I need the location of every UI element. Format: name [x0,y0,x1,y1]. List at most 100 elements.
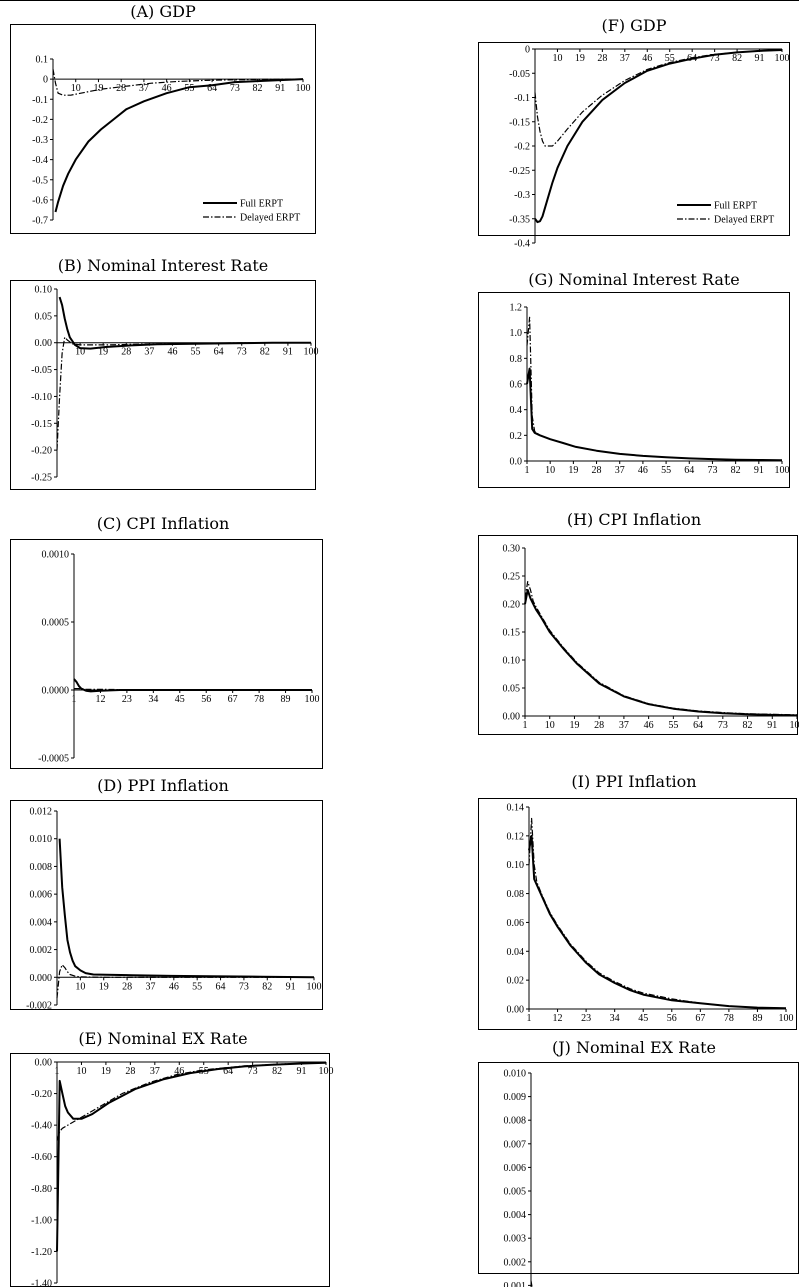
x-tick-label-i: 89 [752,1013,762,1024]
y-tick-label-f: -0.2 [514,142,530,153]
y-tick-label-j: 0.010 [504,1069,527,1080]
x-tick-label-d: 82 [262,981,272,992]
chart-svg-b: 0.10 0.05 0.00 -0.05 -0.10 -0.15 -0.20 -0.25 10 1… [31,285,318,484]
x-tick-label-h: 73 [718,720,728,731]
y-tick-label-g: 0.4 [510,405,523,416]
x-tick-label-e: 19 [101,1066,111,1077]
y-tick-label-h: 0.10 [503,656,521,667]
series-line-j-delayed-erpt [530,1280,533,1287]
y-tick-label-g: 1.2 [510,303,523,314]
x-tick-label-d: 46 [169,981,179,992]
x-tick-label-e: 10 [76,1066,86,1077]
x-tick-label-e: 100 [319,1066,334,1077]
x-tick-label-c: 78 [254,694,264,705]
chart-panel-j: 0.010 0.009 0.008 0.007 0.006 0.005 0.004 0.003… [478,1062,799,1287]
x-tick-label-a: 91 [275,83,285,94]
x-tick-label-i: 78 [724,1013,734,1024]
x-tick-label-c: 67 [228,694,238,705]
series-line-a-full-erpt [54,78,304,213]
x-tick-label-g: 1 [525,465,530,476]
x-tick-label-f: 82 [732,53,742,64]
legend-label-a: Full ERPT [240,199,283,210]
x-tick-label-g: 82 [731,465,741,476]
series-line-b-delayed-erpt [56,336,311,451]
y-tick-label-a: -0.1 [32,95,48,106]
y-tick-label-d: 0.008 [30,862,53,873]
y-tick-label-e: 0.00 [35,1058,53,1069]
chart-panel-h: 0.30 0.25 0.20 0.15 0.10 0.05 0.00 1 10 19 28 37 46 5… [478,535,799,735]
chart-panel-g: 1.2 1.0 0.8 0.6 0.4 0.2 0.0 1 10 19 28 37 46 55 64 73 82… [478,292,790,488]
x-tick-label-i: 1 [527,1013,532,1024]
y-tick-label-a: -0.2 [32,115,48,126]
y-tick-label-d: 0.006 [30,890,53,901]
series-line-d-full-erpt [58,838,315,979]
x-tick-label-g: 10 [545,465,555,476]
y-tick-label-e: -1.20 [31,1247,52,1258]
series-line-f-full-erpt [534,49,783,224]
y-tick-label-e: -0.40 [31,1121,52,1132]
x-tick-label-d: 37 [145,981,155,992]
x-tick-label-c: 89 [281,694,291,705]
panel-title-f: (F) GDP [601,16,667,35]
series-line-h-full-erpt [524,589,798,717]
y-tick-label-d: 0.002 [30,945,53,956]
x-tick-label-d: 100 [307,981,322,992]
x-tick-label-h: 37 [619,720,629,731]
y-tick-label-e: -0.20 [31,1089,52,1100]
y-tick-label-j: 0.006 [504,1163,527,1174]
x-tick-label-b: 73 [237,347,247,358]
y-tick-label-h: 0.25 [503,572,521,583]
y-tick-label-f: -0.3 [514,190,530,201]
x-tick-label-b: 82 [260,347,270,358]
x-tick-label-b: 37 [144,347,154,358]
y-tick-label-f: -0.25 [509,166,530,177]
y-tick-label-j: 0.003 [504,1234,527,1245]
x-tick-label-h: 1 [523,720,528,731]
y-tick-label-h: 0.20 [503,600,521,611]
x-tick-label-i: 56 [667,1013,677,1024]
panel-title-h: (H) CPI Inflation [566,510,702,529]
x-tick-label-h: 19 [569,720,579,731]
x-tick-label-d: 19 [99,981,109,992]
y-tick-label-c: 0.0005 [42,618,70,629]
x-tick-label-b: 46 [167,347,177,358]
y-tick-label-b: 0.10 [35,285,53,296]
legend-label-a: Delayed ERPT [240,213,300,224]
y-tick-label-c: 0.0000 [42,686,70,697]
y-tick-label-a: 0.1 [36,55,49,66]
series-line-d-delayed-erpt [56,964,314,999]
x-tick-label-h: 46 [644,720,654,731]
chart-svg-a: 0.1 0 -0.1 -0.2 -0.3 -0.4 -0.5 -0.6 -0.7 10 19 28 37… [32,55,310,227]
x-tick-label-e: 28 [125,1066,135,1077]
x-tick-label-h: 91 [767,720,777,731]
y-tick-label-j: 0.008 [504,1116,527,1127]
y-tick-label-i: 0.04 [507,947,525,958]
y-tick-label-h: 0.15 [503,628,521,639]
x-tick-label-h: 82 [743,720,753,731]
series-line-c-delayed-erpt [74,688,312,691]
legend-label-f: Delayed ERPT [714,215,774,226]
x-tick-label-f: 100 [775,53,790,64]
x-tick-label-g: 46 [638,465,648,476]
x-tick-label-d: 73 [239,981,249,992]
x-tick-label-i: 45 [638,1013,648,1024]
y-tick-label-b: -0.15 [31,419,52,430]
y-tick-label-b: -0.05 [31,365,52,376]
top-rule [0,0,799,1]
x-tick-label-g: 100 [775,465,790,476]
x-tick-label-h: 28 [594,720,604,731]
x-tick-label-i: 23 [581,1013,591,1024]
panel-title-c: (C) CPI Inflation [96,514,230,533]
panel-title-d: (D) PPI Inflation [97,776,229,795]
x-tick-label-c: 100 [305,694,320,705]
y-tick-label-i: 0.00 [507,1005,525,1016]
y-tick-label-j: 0.005 [504,1187,527,1198]
x-tick-label-c: 1 [72,694,77,705]
x-tick-label-g: 91 [754,465,764,476]
y-tick-label-g: 0.0 [510,457,523,468]
x-tick-label-g: 64 [684,465,694,476]
y-tick-label-j: 0.007 [504,1139,527,1150]
x-tick-label-e: 37 [150,1066,160,1077]
x-tick-label-e: 64 [223,1066,233,1077]
x-tick-label-b: 64 [214,347,224,358]
